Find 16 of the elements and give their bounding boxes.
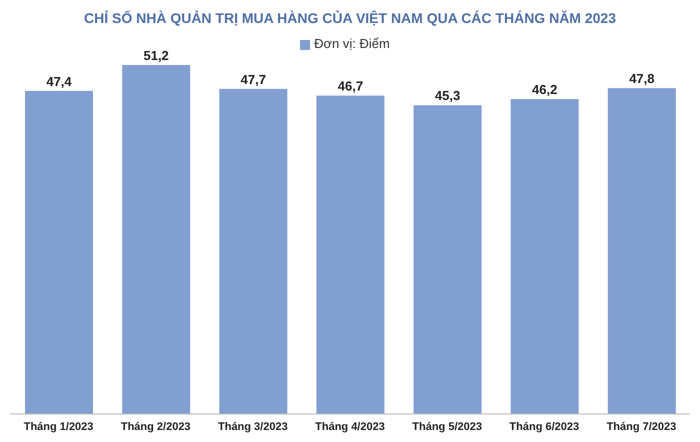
data-label: 47,4 (46, 74, 72, 89)
x-tick-label: Tháng 2/2023 (120, 420, 191, 433)
x-tick-label: Tháng 4/2023 (315, 420, 385, 433)
data-label: 45,3 (434, 88, 460, 104)
x-tick-label: Tháng 5/2023 (412, 420, 482, 433)
data-label: 51,2 (143, 48, 169, 63)
data-label: 46,2 (532, 82, 558, 98)
chart-title: CHỈ SỐ NHÀ QUẢN TRỊ MUA HÀNG CỦA VIỆT NAM QUA CÁC THÁNG NĂM 2023 (82, 9, 617, 28)
x-tick-label: Tháng 6/2023 (509, 420, 580, 433)
x-tick-label: Tháng 7/2023 (606, 420, 676, 433)
legend-label: Đơn vị: Điểm (314, 36, 390, 51)
x-tick-label: Tháng 3/2023 (218, 420, 288, 433)
data-label: 46,7 (338, 78, 364, 94)
data-label: 47,8 (629, 71, 655, 86)
data-label: 47,7 (240, 72, 266, 87)
x-tick-label: Tháng 1/2023 (24, 420, 94, 433)
